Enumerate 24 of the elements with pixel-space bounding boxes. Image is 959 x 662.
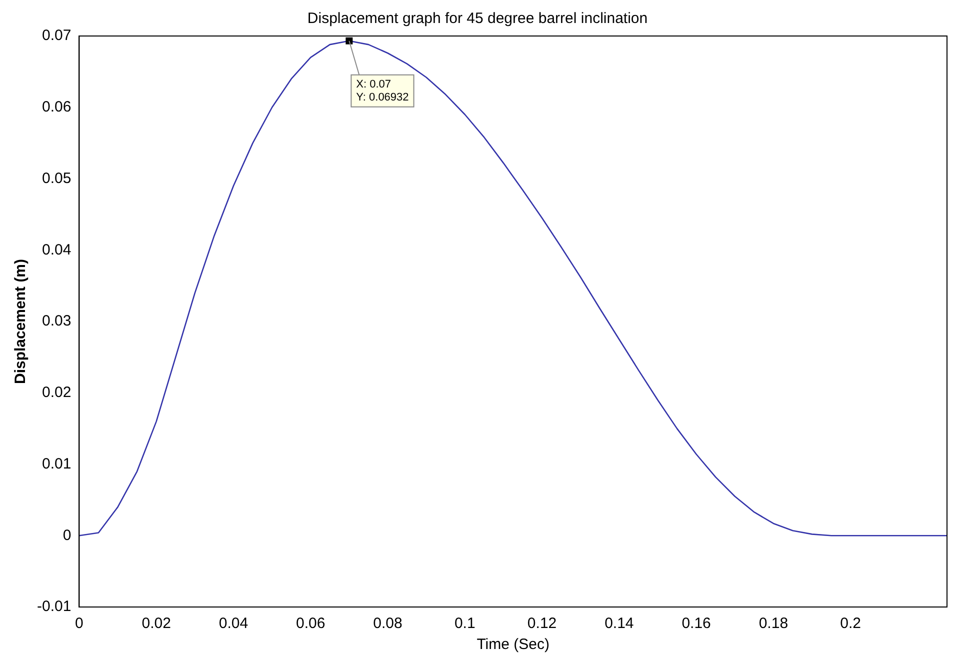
x-tick-label: 0.12 <box>527 615 557 632</box>
y-tick-label: 0.07 <box>42 27 72 44</box>
x-tick-label: 0.08 <box>373 615 402 632</box>
x-tick-label: 0.06 <box>296 615 326 632</box>
x-tick-label: 0 <box>75 615 84 632</box>
y-tick-label: 0.03 <box>42 312 72 330</box>
y-tick-label: 0.04 <box>42 241 72 258</box>
annotation: X: 0.07 Y: 0.06932 <box>356 78 409 104</box>
y-tick-label: 0 <box>62 526 72 544</box>
chart-title: Displacement graph for 45 degree barrel inclination <box>307 10 648 28</box>
x-tick-label: 0.14 <box>604 615 634 632</box>
x-axis-title: Time (Sec) <box>476 636 550 654</box>
y-tick-label: 0.06 <box>42 98 72 116</box>
y-tick-label: 0.05 <box>42 170 72 187</box>
x-tick-label: 0.2 <box>840 615 862 632</box>
y-tick-label: 0.01 <box>42 455 72 472</box>
y-axis-title: Displacement (m) <box>12 258 30 384</box>
x-tick-label: 0.18 <box>758 615 788 632</box>
x-tick-label: 0.1 <box>454 615 476 632</box>
y-tick-label: -0.01 <box>36 598 72 616</box>
x-tick-label: 0.04 <box>218 615 248 632</box>
x-tick-label: 0.02 <box>142 615 171 632</box>
y-tick-label: 0.02 <box>42 384 72 402</box>
x-tick-label: 0.16 <box>682 615 711 632</box>
